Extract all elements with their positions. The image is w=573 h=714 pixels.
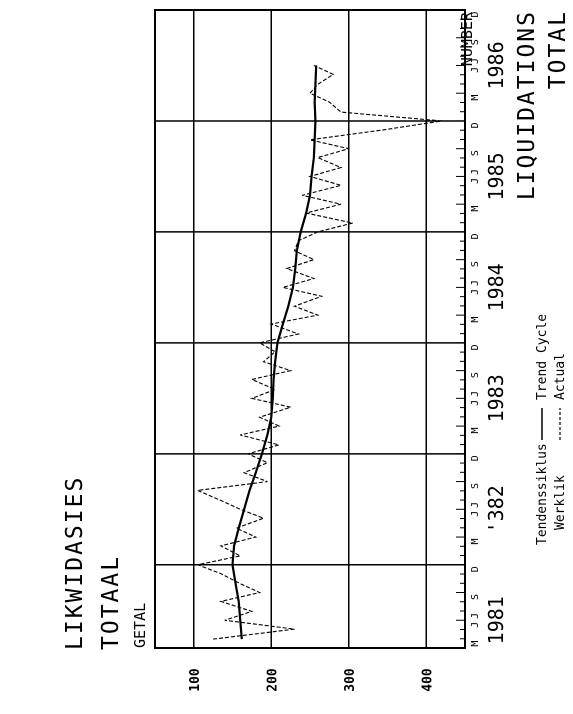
month-letter: J: [470, 622, 481, 628]
month-letter: M: [470, 641, 481, 647]
month-letter: D: [470, 233, 481, 239]
legend-trend-en: Trend Cycle: [535, 314, 550, 400]
legend-actual-af: Werklik: [553, 475, 568, 530]
month-letter: M: [470, 206, 481, 212]
month-letter: J: [470, 391, 481, 397]
year-label: 1983: [484, 374, 508, 422]
month-letter: S: [470, 150, 481, 156]
y-tick-label: 200: [265, 668, 280, 692]
month-letter: J: [470, 58, 481, 64]
month-letter: D: [470, 11, 481, 17]
month-letter: D: [470, 566, 481, 572]
month-letter: D: [470, 455, 481, 461]
month-letter: J: [470, 502, 481, 508]
legend-actual-en: Actual: [553, 353, 568, 400]
month-letter: J: [470, 511, 481, 517]
month-letter: S: [470, 372, 481, 378]
legend-trend-af: Tendenssiklus: [535, 443, 550, 545]
month-letter: M: [470, 95, 481, 101]
month-letter: J: [470, 289, 481, 295]
year-label: 1985: [484, 152, 508, 200]
month-letter: S: [470, 594, 481, 600]
y-tick-label: 400: [420, 668, 435, 692]
series-layer: [195, 64, 442, 640]
year-label: 1986: [484, 41, 508, 89]
plot-frame: [154, 9, 466, 649]
month-letter: J: [470, 67, 481, 73]
value-gridlines: [193, 10, 427, 648]
title-afrikaans-line1: LIKWIDASIES: [62, 476, 88, 650]
actual-line: [195, 64, 442, 640]
y-tick-label: 300: [343, 668, 358, 692]
month-letter: S: [470, 39, 481, 45]
y-tick-label: 100: [188, 668, 203, 692]
trend-cycle-line: [231, 65, 318, 640]
month-letter: M: [470, 317, 481, 323]
legend: Tendenssiklus Trend Cycle Werklik Actual: [535, 314, 568, 545]
left-axis-label: GETAL: [131, 603, 149, 648]
month-letter: M: [470, 428, 481, 434]
title-english-line1: LIQUIDATIONS: [514, 10, 540, 200]
month-letter: J: [470, 280, 481, 286]
month-letter: D: [470, 344, 481, 350]
month-letter: M: [470, 538, 481, 544]
year-label: 1981: [484, 596, 508, 644]
month-letter: J: [470, 613, 481, 619]
month-letter: J: [470, 400, 481, 406]
month-letter: J: [470, 169, 481, 175]
month-tick-marks: [456, 9, 465, 649]
year-labels: 1981 '382 1983 1984 1985 1986: [484, 41, 508, 644]
y-tick-labels: 100 200 300 400: [188, 668, 436, 692]
year-label: '382: [484, 485, 508, 533]
year-label: 1984: [484, 263, 508, 311]
right-axis-label: NUMBER: [458, 11, 476, 66]
title-afrikaans-line2: TOTAAL: [98, 555, 124, 650]
month-letter: S: [470, 261, 481, 267]
month-letter: S: [470, 483, 481, 489]
month-letter: J: [470, 178, 481, 184]
year-gridlines: [155, 9, 465, 566]
month-letter: D: [470, 122, 481, 128]
title-english-line2: TOTAL: [545, 10, 571, 89]
